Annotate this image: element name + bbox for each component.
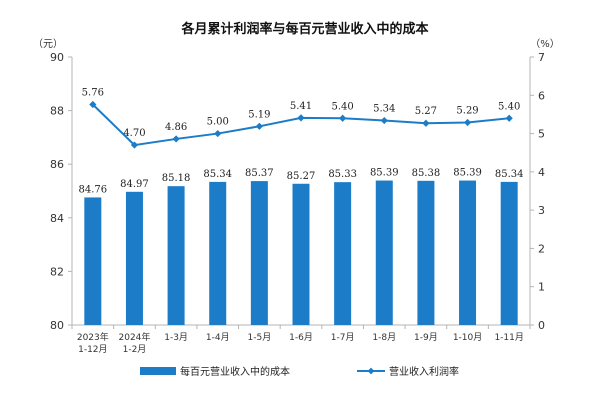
x-tick-label: 2024年 1-2月 (119, 331, 151, 355)
line-data-label: 5.76 (82, 87, 104, 98)
bar (125, 191, 143, 325)
bar-data-label: 85.39 (453, 168, 482, 179)
x-tick-label-line: 1-2月 (123, 344, 147, 355)
left-tick-label: 82 (50, 265, 64, 278)
x-tick-label-line: 2024年 (119, 331, 151, 343)
x-tick-label-line: 1-10月 (453, 332, 482, 343)
x-tick-label-line: 1-8月 (372, 332, 396, 343)
bar-data-label: 84.97 (120, 179, 149, 190)
legend-bar-swatch (140, 367, 176, 375)
x-tick-label: 1-10月 (453, 332, 482, 343)
chart-title: 各月累计利润率与每百元营业收入中的成本 (180, 21, 428, 37)
line-data-label: 5.34 (373, 104, 395, 115)
line-point (422, 119, 430, 127)
x-tick-label-line: 1-11月 (494, 332, 523, 343)
line-data-label: 5.29 (456, 105, 478, 116)
bar (84, 197, 102, 325)
line-data-label: 5.40 (498, 101, 520, 112)
line-point (297, 114, 305, 122)
line-point (214, 129, 222, 138)
bar-data-label: 85.34 (203, 169, 232, 180)
right-tick-label: 4 (538, 166, 545, 179)
line-data-label: 5.19 (248, 109, 270, 120)
bar-data-label: 85.33 (328, 169, 357, 180)
x-tick-label: 1-8月 (372, 332, 396, 343)
bar-data-label: 85.38 (412, 168, 441, 179)
bar (292, 183, 310, 325)
line-data-label: 5.40 (332, 101, 354, 112)
bar (459, 180, 477, 325)
left-tick-label: 88 (50, 105, 64, 118)
line-point (339, 114, 347, 122)
legend-line-marker (367, 367, 375, 375)
bar (209, 181, 227, 325)
x-tick-label-line: 1-6月 (289, 332, 313, 343)
x-tick-label-line: 1-9月 (414, 332, 438, 343)
line-data-label: 4.86 (165, 122, 187, 133)
legend: 每百元营业收入中的成本 营业收入利润率 (140, 365, 459, 378)
line-data-label: 5.27 (415, 106, 437, 117)
right-tick-label: 2 (538, 242, 545, 255)
left-tick-label: 84 (50, 212, 64, 225)
x-tick-label: 1-9月 (414, 332, 438, 343)
line-point (380, 116, 388, 125)
bar (250, 181, 268, 325)
bar (167, 186, 185, 325)
line-point (505, 114, 513, 122)
x-tick-label-line: 1-7月 (331, 332, 355, 343)
x-tick-label: 1-11月 (494, 332, 523, 343)
left-tick-label: 86 (50, 158, 64, 171)
line-data-label: 4.70 (123, 128, 145, 139)
line-data-label: 5.41 (290, 101, 312, 112)
x-tick-label: 1-3月 (164, 332, 188, 343)
line-point (463, 118, 472, 127)
x-tick-label: 1-5月 (248, 332, 272, 343)
legend-line-label: 营业收入利润率 (389, 365, 459, 378)
right-tick-label: 3 (538, 204, 545, 217)
x-tick-label-line: 1-4月 (206, 332, 230, 343)
x-tick-label: 1-6月 (289, 332, 313, 343)
line-point (89, 100, 97, 109)
x-tick-label: 2023年 1-12月 (77, 331, 109, 355)
x-tick-label-line: 1-3月 (164, 332, 188, 343)
x-tick-label: 1-4月 (206, 332, 230, 343)
bar-data-label: 85.34 (495, 169, 524, 180)
right-axis-unit: （%） (530, 38, 560, 50)
line-data-label: 5.00 (207, 117, 229, 128)
left-axis-unit: （元） (33, 38, 63, 50)
bar (334, 182, 352, 325)
right-tick-label: 5 (538, 128, 545, 141)
right-tick-label: 1 (538, 281, 545, 294)
x-tick-label: 1-7月 (331, 332, 355, 343)
x-tick-label-line: 1-12月 (78, 344, 107, 355)
bar (375, 180, 393, 325)
legend-bar-label: 每百元营业收入中的成本 (180, 365, 290, 378)
left-tick-label: 90 (50, 51, 64, 64)
right-tick-label: 7 (538, 51, 545, 64)
line-point (172, 135, 180, 143)
line-point (255, 122, 263, 130)
line-point (130, 141, 139, 149)
bar (500, 181, 518, 325)
bar-data-label: 84.76 (78, 184, 107, 195)
x-tick-label-line: 2023年 (77, 331, 109, 343)
bar-data-label: 85.39 (370, 168, 399, 179)
x-tick-label-line: 1-5月 (248, 332, 272, 343)
right-tick-label: 0 (538, 319, 545, 332)
bar (417, 180, 435, 325)
right-tick-label: 6 (538, 89, 545, 102)
bar-data-label: 85.27 (287, 171, 316, 182)
left-tick-label: 80 (50, 319, 64, 332)
bar-data-label: 85.18 (162, 173, 191, 184)
bar-data-label: 85.37 (245, 168, 274, 179)
